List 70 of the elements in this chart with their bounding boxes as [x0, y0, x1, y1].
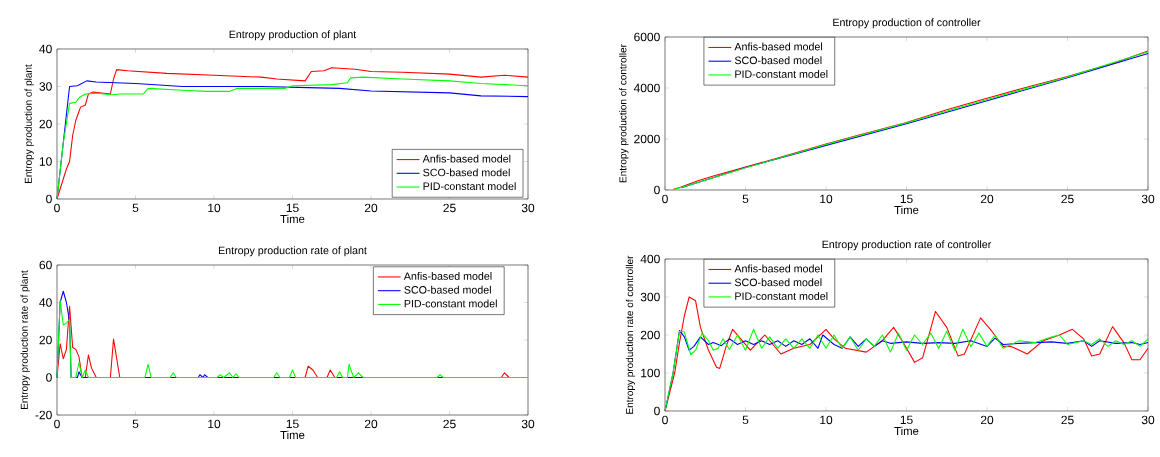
y-tick-label: 40 [39, 44, 52, 54]
legend-label: PID-constant model [735, 292, 828, 300]
y-tick-label: 10 [39, 157, 52, 166]
x-tick-label: 0 [54, 203, 60, 213]
y-tick-label: 0 [654, 406, 660, 416]
y-tick-label: 200 [640, 330, 660, 340]
y-axis-title: Entropy production rate of plant [20, 270, 30, 409]
x-axis-title: Time [280, 214, 305, 224]
y-tick-label: 2000 [634, 134, 660, 144]
x-tick-label: 20 [364, 203, 378, 213]
legend-label: Anfis-based model [422, 154, 511, 163]
x-tick-label: 25 [443, 419, 456, 429]
x-tick-label: 15 [900, 415, 913, 425]
y-tick-label: 0 [654, 185, 660, 195]
chart-title: Entropy production rate of plant [218, 246, 367, 257]
x-tick-label: 25 [1061, 194, 1074, 204]
x-tick-label: 15 [286, 419, 299, 429]
x-tick-label: 20 [364, 419, 378, 429]
x-tick-label: 30 [521, 203, 535, 213]
x-tick-label: 30 [1141, 415, 1155, 425]
x-tick-label: 25 [443, 203, 456, 213]
y-axis-title: Entropy production rate of controller [625, 255, 636, 414]
legend-label: Anfis-based model [403, 272, 492, 280]
chart-title: Entropy production rate of controller [822, 240, 992, 251]
y-axis-title: Entropy production of plant [24, 64, 34, 183]
x-tick-label: 5 [742, 194, 749, 204]
x-tick-label: 30 [521, 419, 535, 429]
x-tick-label: 10 [208, 203, 221, 213]
x-tick-label: 5 [132, 203, 139, 213]
y-axis-title: Entropy production of controller [619, 44, 629, 183]
y-tick-label: 100 [641, 368, 660, 378]
y-tick-label: 20 [39, 335, 52, 345]
x-tick-label: 10 [820, 194, 833, 204]
legend-label: SCO-based model [404, 285, 491, 294]
legend-label: Anfis-based model [734, 42, 823, 51]
x-tick-label: 20 [980, 194, 994, 204]
y-tick-label: 20 [39, 119, 52, 129]
x-tick-label: 30 [1141, 194, 1155, 204]
x-tick-label: 10 [820, 415, 833, 425]
y-tick-label: 4000 [633, 83, 660, 93]
x-tick-label: 5 [132, 419, 139, 429]
x-tick-label: 25 [1061, 415, 1074, 425]
x-tick-label: 15 [900, 194, 913, 204]
legend-label: PID-constant model [735, 70, 828, 78]
x-tick-label: 0 [662, 194, 668, 204]
legend-label: SCO-based model [423, 168, 510, 177]
x-axis-title: Time [894, 426, 919, 436]
chart-title: Entropy production of plant [229, 30, 357, 41]
y-tick-label: 0 [46, 373, 52, 382]
y-tick-label: 30 [39, 82, 52, 91]
legend-label: PID-constant model [404, 299, 497, 308]
x-tick-label: 5 [742, 415, 749, 425]
y-tick-label: 6000 [634, 32, 660, 42]
y-tick-label: 300 [640, 292, 660, 302]
x-tick-label: 10 [208, 419, 221, 429]
y-tick-label: -20 [35, 410, 52, 420]
chart-title: Entropy production of controller [833, 18, 981, 29]
x-axis-title: Time [280, 430, 305, 440]
x-tick-label: 0 [54, 419, 60, 429]
y-tick-label: 400 [640, 254, 660, 264]
y-tick-label: 60 [39, 260, 52, 270]
legend-label: SCO-based model [734, 56, 822, 65]
x-tick-label: 0 [662, 415, 668, 425]
x-tick-label: 15 [286, 203, 299, 213]
x-tick-label: 20 [980, 415, 994, 425]
y-tick-label: 40 [39, 298, 52, 307]
legend-label: Anfis-based model [734, 264, 823, 273]
legend-label: SCO-based model [734, 278, 822, 287]
x-axis-title: Time [894, 205, 919, 215]
legend-label: PID-constant model [423, 182, 516, 190]
